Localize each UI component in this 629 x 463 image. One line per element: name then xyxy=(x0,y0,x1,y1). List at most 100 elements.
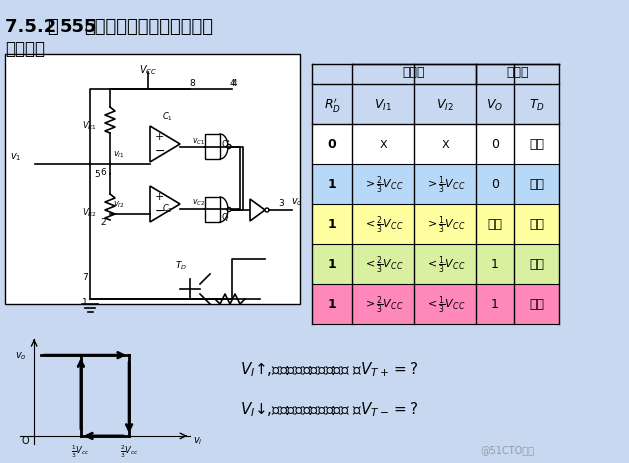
Bar xyxy=(352,244,414,284)
Text: $v_{C2}$: $v_{C2}$ xyxy=(192,197,205,207)
Bar xyxy=(414,165,476,205)
Bar xyxy=(312,125,352,165)
Text: $T_D$: $T_D$ xyxy=(175,259,187,271)
Polygon shape xyxy=(205,198,220,223)
Text: $v_o$: $v_o$ xyxy=(16,350,27,361)
Text: 4: 4 xyxy=(232,79,238,88)
Bar xyxy=(352,284,414,324)
Polygon shape xyxy=(150,127,180,163)
Bar xyxy=(414,284,476,324)
Bar xyxy=(476,284,514,324)
Text: 0: 0 xyxy=(491,178,499,191)
Text: 导通: 导通 xyxy=(529,138,544,151)
Bar xyxy=(514,205,559,244)
Text: 1: 1 xyxy=(328,178,337,191)
Text: 2: 2 xyxy=(100,218,106,226)
Bar xyxy=(476,205,514,244)
Bar xyxy=(5,55,300,304)
Text: $C_1$: $C_1$ xyxy=(162,110,173,123)
Text: 4: 4 xyxy=(230,79,236,88)
Text: $v_{C1}$: $v_{C1}$ xyxy=(192,136,205,147)
Text: 3: 3 xyxy=(278,199,284,207)
Polygon shape xyxy=(150,187,180,223)
Bar xyxy=(414,244,476,284)
Text: 6: 6 xyxy=(100,168,106,176)
Circle shape xyxy=(265,208,269,213)
Text: −: − xyxy=(155,144,165,157)
Text: $>\frac{2}{3}V_{CC}$: $>\frac{2}{3}V_{CC}$ xyxy=(363,294,403,315)
Text: 5: 5 xyxy=(94,170,100,179)
Text: Q': Q' xyxy=(222,140,231,149)
Text: 7.5.2: 7.5.2 xyxy=(5,18,62,36)
Text: Q: Q xyxy=(222,213,228,221)
Text: 1: 1 xyxy=(491,298,499,311)
Text: 8: 8 xyxy=(189,79,195,88)
Bar xyxy=(514,165,559,205)
Text: @51CTO博客: @51CTO博客 xyxy=(480,444,534,454)
Text: −: − xyxy=(155,204,165,217)
Text: 1: 1 xyxy=(491,258,499,271)
Bar xyxy=(312,284,352,324)
Bar xyxy=(476,125,514,165)
Text: $V_{I1}$: $V_{I1}$ xyxy=(374,97,392,113)
Text: $v_{I1}$: $v_{I1}$ xyxy=(113,149,125,160)
Polygon shape xyxy=(250,200,265,221)
Text: $v_1$: $v_1$ xyxy=(10,151,21,163)
Bar xyxy=(514,284,559,324)
Text: 截止: 截止 xyxy=(529,298,544,311)
Text: $v_i$: $v_i$ xyxy=(193,434,203,446)
Bar xyxy=(312,165,352,205)
Text: +: + xyxy=(155,192,164,201)
Text: $V_I$↑,使电路状态发生转变的 值$V_{T+}=$?: $V_I$↑,使电路状态发生转变的 值$V_{T+}=$? xyxy=(240,359,418,378)
Bar xyxy=(414,205,476,244)
Text: $V_I$↓,使电路状态发生转变的 值$V_{T-}=$?: $V_I$↓,使电路状态发生转变的 值$V_{T-}=$? xyxy=(240,399,418,418)
Text: $V_{R2}$: $V_{R2}$ xyxy=(82,206,97,219)
Text: 1: 1 xyxy=(82,297,88,307)
Text: 用: 用 xyxy=(47,18,58,36)
Text: $T_D$: $T_D$ xyxy=(528,97,545,113)
Text: +: + xyxy=(155,131,164,142)
Text: $V_{I2}$: $V_{I2}$ xyxy=(436,97,454,113)
Text: $>\frac{1}{3}V_{CC}$: $>\frac{1}{3}V_{CC}$ xyxy=(425,214,465,235)
Text: $V_{CC}$: $V_{CC}$ xyxy=(139,63,157,77)
Circle shape xyxy=(227,145,231,149)
Text: 不变: 不变 xyxy=(487,218,503,231)
Text: $v_o$: $v_o$ xyxy=(291,196,303,207)
Text: 1: 1 xyxy=(328,218,337,231)
Text: $v_{I2}$: $v_{I2}$ xyxy=(113,199,125,210)
Text: $<\frac{1}{3}V_{CC}$: $<\frac{1}{3}V_{CC}$ xyxy=(425,254,465,275)
Text: $\frac{1}{3}V_{cc}$: $\frac{1}{3}V_{cc}$ xyxy=(72,443,91,459)
Bar xyxy=(414,125,476,165)
Bar xyxy=(352,125,414,165)
Bar xyxy=(514,125,559,165)
Text: 1: 1 xyxy=(328,258,337,271)
Bar xyxy=(514,244,559,284)
Text: 工作原理: 工作原理 xyxy=(5,40,45,58)
Bar xyxy=(352,205,414,244)
Text: X: X xyxy=(379,140,387,150)
Text: 不变: 不变 xyxy=(529,218,544,231)
Circle shape xyxy=(227,208,231,212)
Text: $<\frac{1}{3}V_{CC}$: $<\frac{1}{3}V_{CC}$ xyxy=(425,294,465,315)
Text: $C_2$: $C_2$ xyxy=(162,202,173,214)
Text: O: O xyxy=(22,435,30,445)
Text: 1: 1 xyxy=(328,298,337,311)
Text: $<\frac{2}{3}V_{CC}$: $<\frac{2}{3}V_{CC}$ xyxy=(363,254,403,275)
Text: 0: 0 xyxy=(328,138,337,151)
Text: $V_{R1}$: $V_{R1}$ xyxy=(82,119,97,132)
Text: 输　出: 输 出 xyxy=(506,66,529,79)
Text: $>\frac{1}{3}V_{CC}$: $>\frac{1}{3}V_{CC}$ xyxy=(425,174,465,195)
Text: X: X xyxy=(441,140,449,150)
Text: $>\frac{2}{3}V_{CC}$: $>\frac{2}{3}V_{CC}$ xyxy=(363,174,403,195)
Text: 定时器接成施密特触发电路: 定时器接成施密特触发电路 xyxy=(84,18,213,36)
Text: 导通: 导通 xyxy=(529,178,544,191)
Text: 输　入: 输 入 xyxy=(403,66,425,79)
Text: $<\frac{2}{3}V_{CC}$: $<\frac{2}{3}V_{CC}$ xyxy=(363,214,403,235)
Text: 截止: 截止 xyxy=(529,258,544,271)
Text: 555: 555 xyxy=(60,18,97,36)
Bar xyxy=(312,244,352,284)
Text: 0: 0 xyxy=(491,138,499,151)
Bar xyxy=(476,244,514,284)
Text: $\frac{2}{3}V_{cc}$: $\frac{2}{3}V_{cc}$ xyxy=(120,443,138,459)
Text: $R_D'$: $R_D'$ xyxy=(323,96,340,114)
